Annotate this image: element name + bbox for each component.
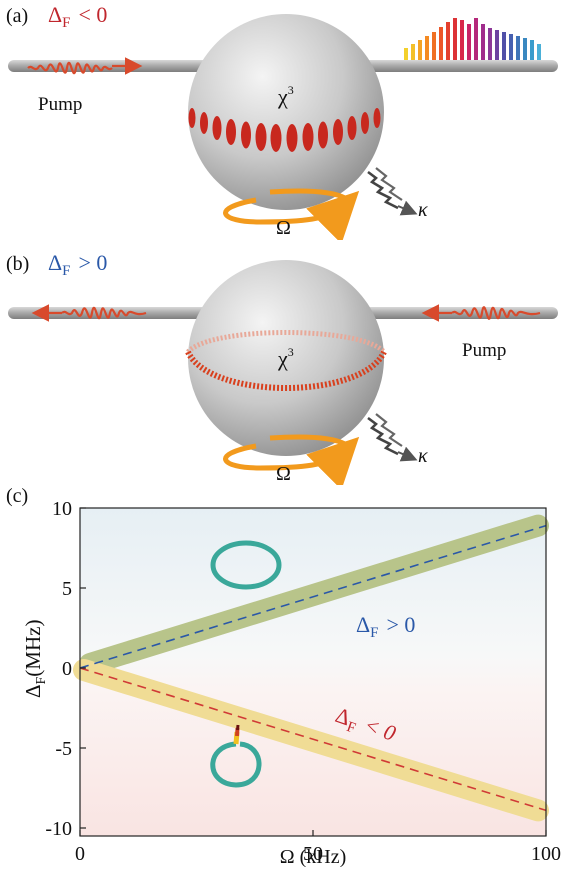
y-tick-label: 0 <box>62 658 72 680</box>
kappa-label-a: κ <box>418 199 428 221</box>
branch-line-lower <box>79 667 547 812</box>
kappa-label-b: κ <box>418 445 428 467</box>
microsphere-a <box>188 14 384 210</box>
x-tick-label: 0 <box>75 843 85 865</box>
y-tick-label: -10 <box>45 818 72 840</box>
omega-label-a: Ω <box>276 217 291 239</box>
panel-b-delta: ΔF > 0 <box>48 250 107 279</box>
chi3-label-b: χ3 <box>277 345 294 371</box>
upper-branch-label: ΔF > 0 <box>356 612 415 641</box>
ring-inset-lower <box>210 724 262 788</box>
pump-wave-b <box>451 306 541 320</box>
pump-label-a: Pump <box>38 94 82 115</box>
loss-arrow-b <box>397 446 418 462</box>
omega-label-b: Ω <box>276 463 291 485</box>
panel-b: (b) ΔF > 0 χ3 Pump Ω κ <box>0 240 564 490</box>
branch-line-upper <box>79 524 547 669</box>
branch-band-upper <box>79 514 549 675</box>
branch-bands <box>73 514 549 822</box>
loss-arrow-a <box>397 200 418 216</box>
y-tick-label: 5 <box>62 578 72 600</box>
x-tick-label: 100 <box>531 843 561 865</box>
ring-mode-front <box>185 350 387 391</box>
frequency-comb-spectrum <box>404 18 541 60</box>
panel-b-svg: (b) ΔF > 0 χ3 Pump Ω κ <box>6 250 558 490</box>
panel-a-delta: ΔF < 0 <box>48 2 107 31</box>
pump-wave-a <box>27 61 113 75</box>
output-wave-b <box>61 306 147 320</box>
ring-inset-upper <box>210 540 282 590</box>
rotation-arrow-b <box>223 436 360 490</box>
y-axis-label: ΔF(MHz) <box>21 620 49 698</box>
x-axis-label: Ω (kHz) <box>280 846 347 867</box>
y-tick-label: 10 <box>52 498 72 520</box>
panel-b-label: (b) <box>6 253 29 275</box>
loss-wave-a2 <box>375 167 403 201</box>
rotation-arrow-a <box>223 190 360 244</box>
branch-band-lower <box>73 659 549 822</box>
panel-c-label: (c) <box>6 485 28 507</box>
x-tick-label: 50 <box>303 843 323 865</box>
loss-wave-b <box>367 416 399 456</box>
loss-wave-b2 <box>375 413 403 447</box>
panel-a: (a) ΔF < 0 Pump <box>0 0 564 244</box>
rotation-arc-back-b <box>269 434 347 447</box>
pump-label-b: Pump <box>462 340 506 361</box>
panel-a-svg: (a) ΔF < 0 Pump <box>6 2 558 244</box>
rotation-arc-back-a <box>269 188 347 201</box>
branch-lines <box>79 524 547 812</box>
y-tick-label: -5 <box>55 738 72 760</box>
microsphere-b <box>188 260 384 456</box>
soliton-pulse-train <box>188 108 381 152</box>
panel-a-label: (a) <box>6 5 28 27</box>
ring-mode-back <box>186 330 386 354</box>
panel-c: (c) ΔF > 0 ΔF < 0 0 50 100 10 5 0 -5 -10 ΔF(MHz) … <box>0 480 564 868</box>
loss-wave-a <box>367 170 399 210</box>
chi3-label-a: χ3 <box>277 83 294 109</box>
